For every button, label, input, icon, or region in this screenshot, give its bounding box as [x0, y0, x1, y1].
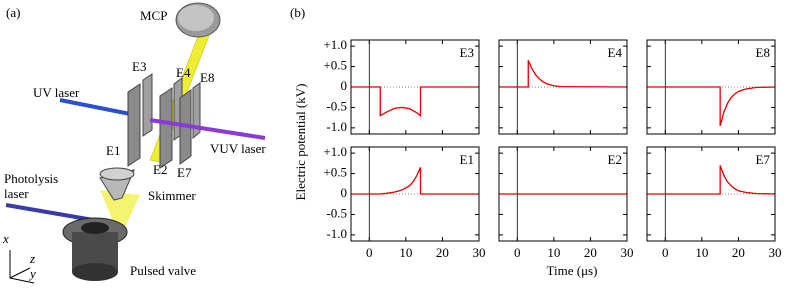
valve-label: Pulsed valve: [130, 263, 196, 278]
x-tick-label: 0: [662, 245, 669, 260]
electrode-label: E8: [200, 70, 214, 85]
electrode-label: E1: [106, 143, 120, 158]
electrode-label: E7: [177, 165, 192, 180]
skimmer-rim: [99, 167, 135, 181]
signal-line: [351, 167, 479, 195]
panel-title: E2: [608, 152, 622, 167]
panel-title: E1: [460, 152, 474, 167]
mcp-label: MCP: [140, 8, 167, 23]
photolysis-label: Photolysis: [4, 171, 58, 186]
x-tick-label: 20: [436, 245, 449, 260]
panel-frame: [646, 146, 776, 242]
y-tick-label: -0.5: [326, 205, 347, 220]
photolysis-label: laser: [4, 186, 29, 201]
y-tick-label: -1.0: [326, 226, 347, 241]
panel-title: E3: [460, 45, 474, 60]
panel-frame: [498, 39, 628, 135]
chart: (b) Electric potential (kV) Time (μs) +1…: [290, 5, 782, 278]
x-tick-label: 10: [399, 245, 412, 260]
x-tick-label: 30: [621, 245, 634, 260]
skimmer-label: Skimmer: [148, 188, 196, 203]
y-tick-label: 0: [341, 78, 348, 93]
panel-title: E4: [608, 45, 623, 60]
y-axis-label: Electric potential (kV): [293, 84, 308, 201]
electrode: [127, 83, 141, 167]
panel-frame: [350, 146, 480, 242]
y-tick-label: -0.5: [326, 98, 347, 113]
panel-label: (a): [6, 5, 20, 20]
electrode-label: E4: [176, 65, 191, 80]
signal-line: [647, 86, 776, 126]
panel-label: (b): [290, 5, 305, 20]
x-tick-label: 20: [732, 245, 745, 260]
signal-line: [499, 60, 628, 88]
y-tick-label: -1.0: [326, 119, 347, 134]
axis-label: y: [28, 266, 36, 281]
panel-frame: [646, 39, 776, 135]
mcp-face: [178, 5, 214, 31]
valve-base: [72, 263, 118, 281]
uv-laser-label: UV laser: [33, 85, 80, 100]
axis-label: x: [2, 231, 9, 246]
panel-frame: [498, 146, 628, 242]
x-tick-label: 30: [769, 245, 782, 260]
x-tick-label: 0: [366, 245, 373, 260]
signal-line: [351, 86, 479, 117]
uv-beam: [59, 98, 141, 118]
y-tick-label: 0: [341, 185, 348, 200]
x-tick-label: 30: [473, 245, 486, 260]
y-tick-label: +1.0: [323, 37, 347, 52]
panel-title: E8: [756, 45, 770, 60]
x-tick-label: 10: [695, 245, 708, 260]
diagram: (a) MCP E3 E4 E8 E1: [2, 2, 266, 284]
x-tick-label: 10: [547, 245, 560, 260]
vuv-beam: [149, 118, 266, 140]
vuv-laser-label: VUV laser: [210, 141, 266, 156]
panel-frame: [350, 39, 480, 135]
axis-label: z: [29, 251, 35, 266]
electrode-label: E2: [153, 162, 167, 177]
electrode-label: E3: [132, 59, 146, 74]
coordinate-axes: [9, 250, 35, 284]
valve-nozzle: [81, 222, 109, 234]
electrode: [192, 82, 201, 140]
y-tick-label: +0.5: [323, 58, 347, 73]
electrode: [159, 87, 173, 169]
molecular-beam: [100, 190, 140, 238]
signal-line: [647, 165, 776, 195]
x-tick-label: 0: [514, 245, 521, 260]
y-tick-label: +0.5: [323, 165, 347, 180]
x-axis-label: Time (μs): [547, 263, 598, 278]
y-tick-label: +1.0: [323, 144, 347, 159]
electrode: [142, 73, 153, 137]
panel-title: E7: [756, 152, 771, 167]
x-tick-label: 20: [584, 245, 597, 260]
